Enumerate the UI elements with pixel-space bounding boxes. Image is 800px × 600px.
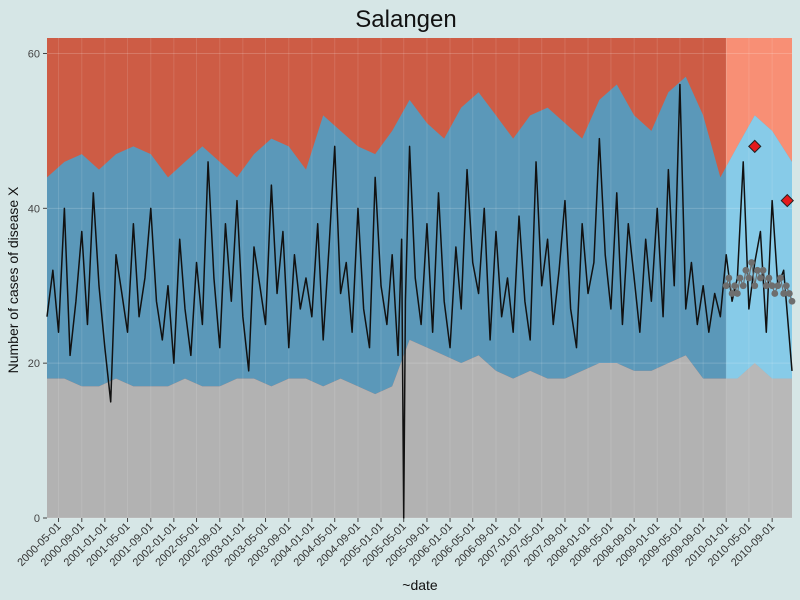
alert-marker bbox=[780, 193, 794, 208]
baseline-point bbox=[757, 274, 764, 282]
y-tick-label: 60 bbox=[28, 48, 40, 60]
baseline-point bbox=[736, 274, 744, 282]
alert-marker bbox=[748, 139, 762, 154]
baseline-point bbox=[762, 282, 770, 290]
prediction-low-band bbox=[726, 363, 792, 518]
baseline-point bbox=[754, 266, 761, 274]
baseline-point bbox=[748, 259, 755, 266]
y-axis: 0 20 40 60 bbox=[28, 48, 47, 525]
baseline-point bbox=[742, 266, 750, 274]
baseline-point bbox=[731, 282, 739, 290]
y-tick-label: 40 bbox=[28, 203, 40, 215]
y-tick-label: 20 bbox=[28, 358, 40, 370]
plot-area bbox=[46, 38, 796, 519]
baseline-point bbox=[771, 290, 779, 297]
baseline-point bbox=[751, 282, 759, 290]
baseline-point bbox=[768, 282, 776, 290]
baseline-point bbox=[759, 266, 767, 274]
baseline-point bbox=[733, 290, 741, 297]
baseline-point bbox=[765, 274, 773, 282]
x-axis-title: ~date bbox=[402, 577, 438, 593]
y-tick-label: 0 bbox=[34, 513, 40, 525]
baseline-point bbox=[722, 282, 730, 290]
baseline-point bbox=[782, 282, 790, 290]
normal-band bbox=[47, 76, 792, 395]
baseline-point bbox=[780, 290, 788, 297]
chart-title: Salangen bbox=[355, 6, 456, 33]
observed-line bbox=[46, 83, 793, 519]
baseline-point bbox=[739, 282, 747, 290]
y-axis-title: Number of cases of disease X bbox=[5, 186, 21, 373]
baseline-point bbox=[777, 274, 784, 282]
low-band bbox=[47, 339, 792, 518]
baseline-point bbox=[788, 297, 796, 305]
baseline-point bbox=[725, 274, 733, 282]
baseline-point bbox=[728, 290, 736, 297]
baseline-point bbox=[774, 282, 782, 290]
baseline-point bbox=[785, 290, 793, 297]
baseline-point bbox=[745, 274, 753, 282]
